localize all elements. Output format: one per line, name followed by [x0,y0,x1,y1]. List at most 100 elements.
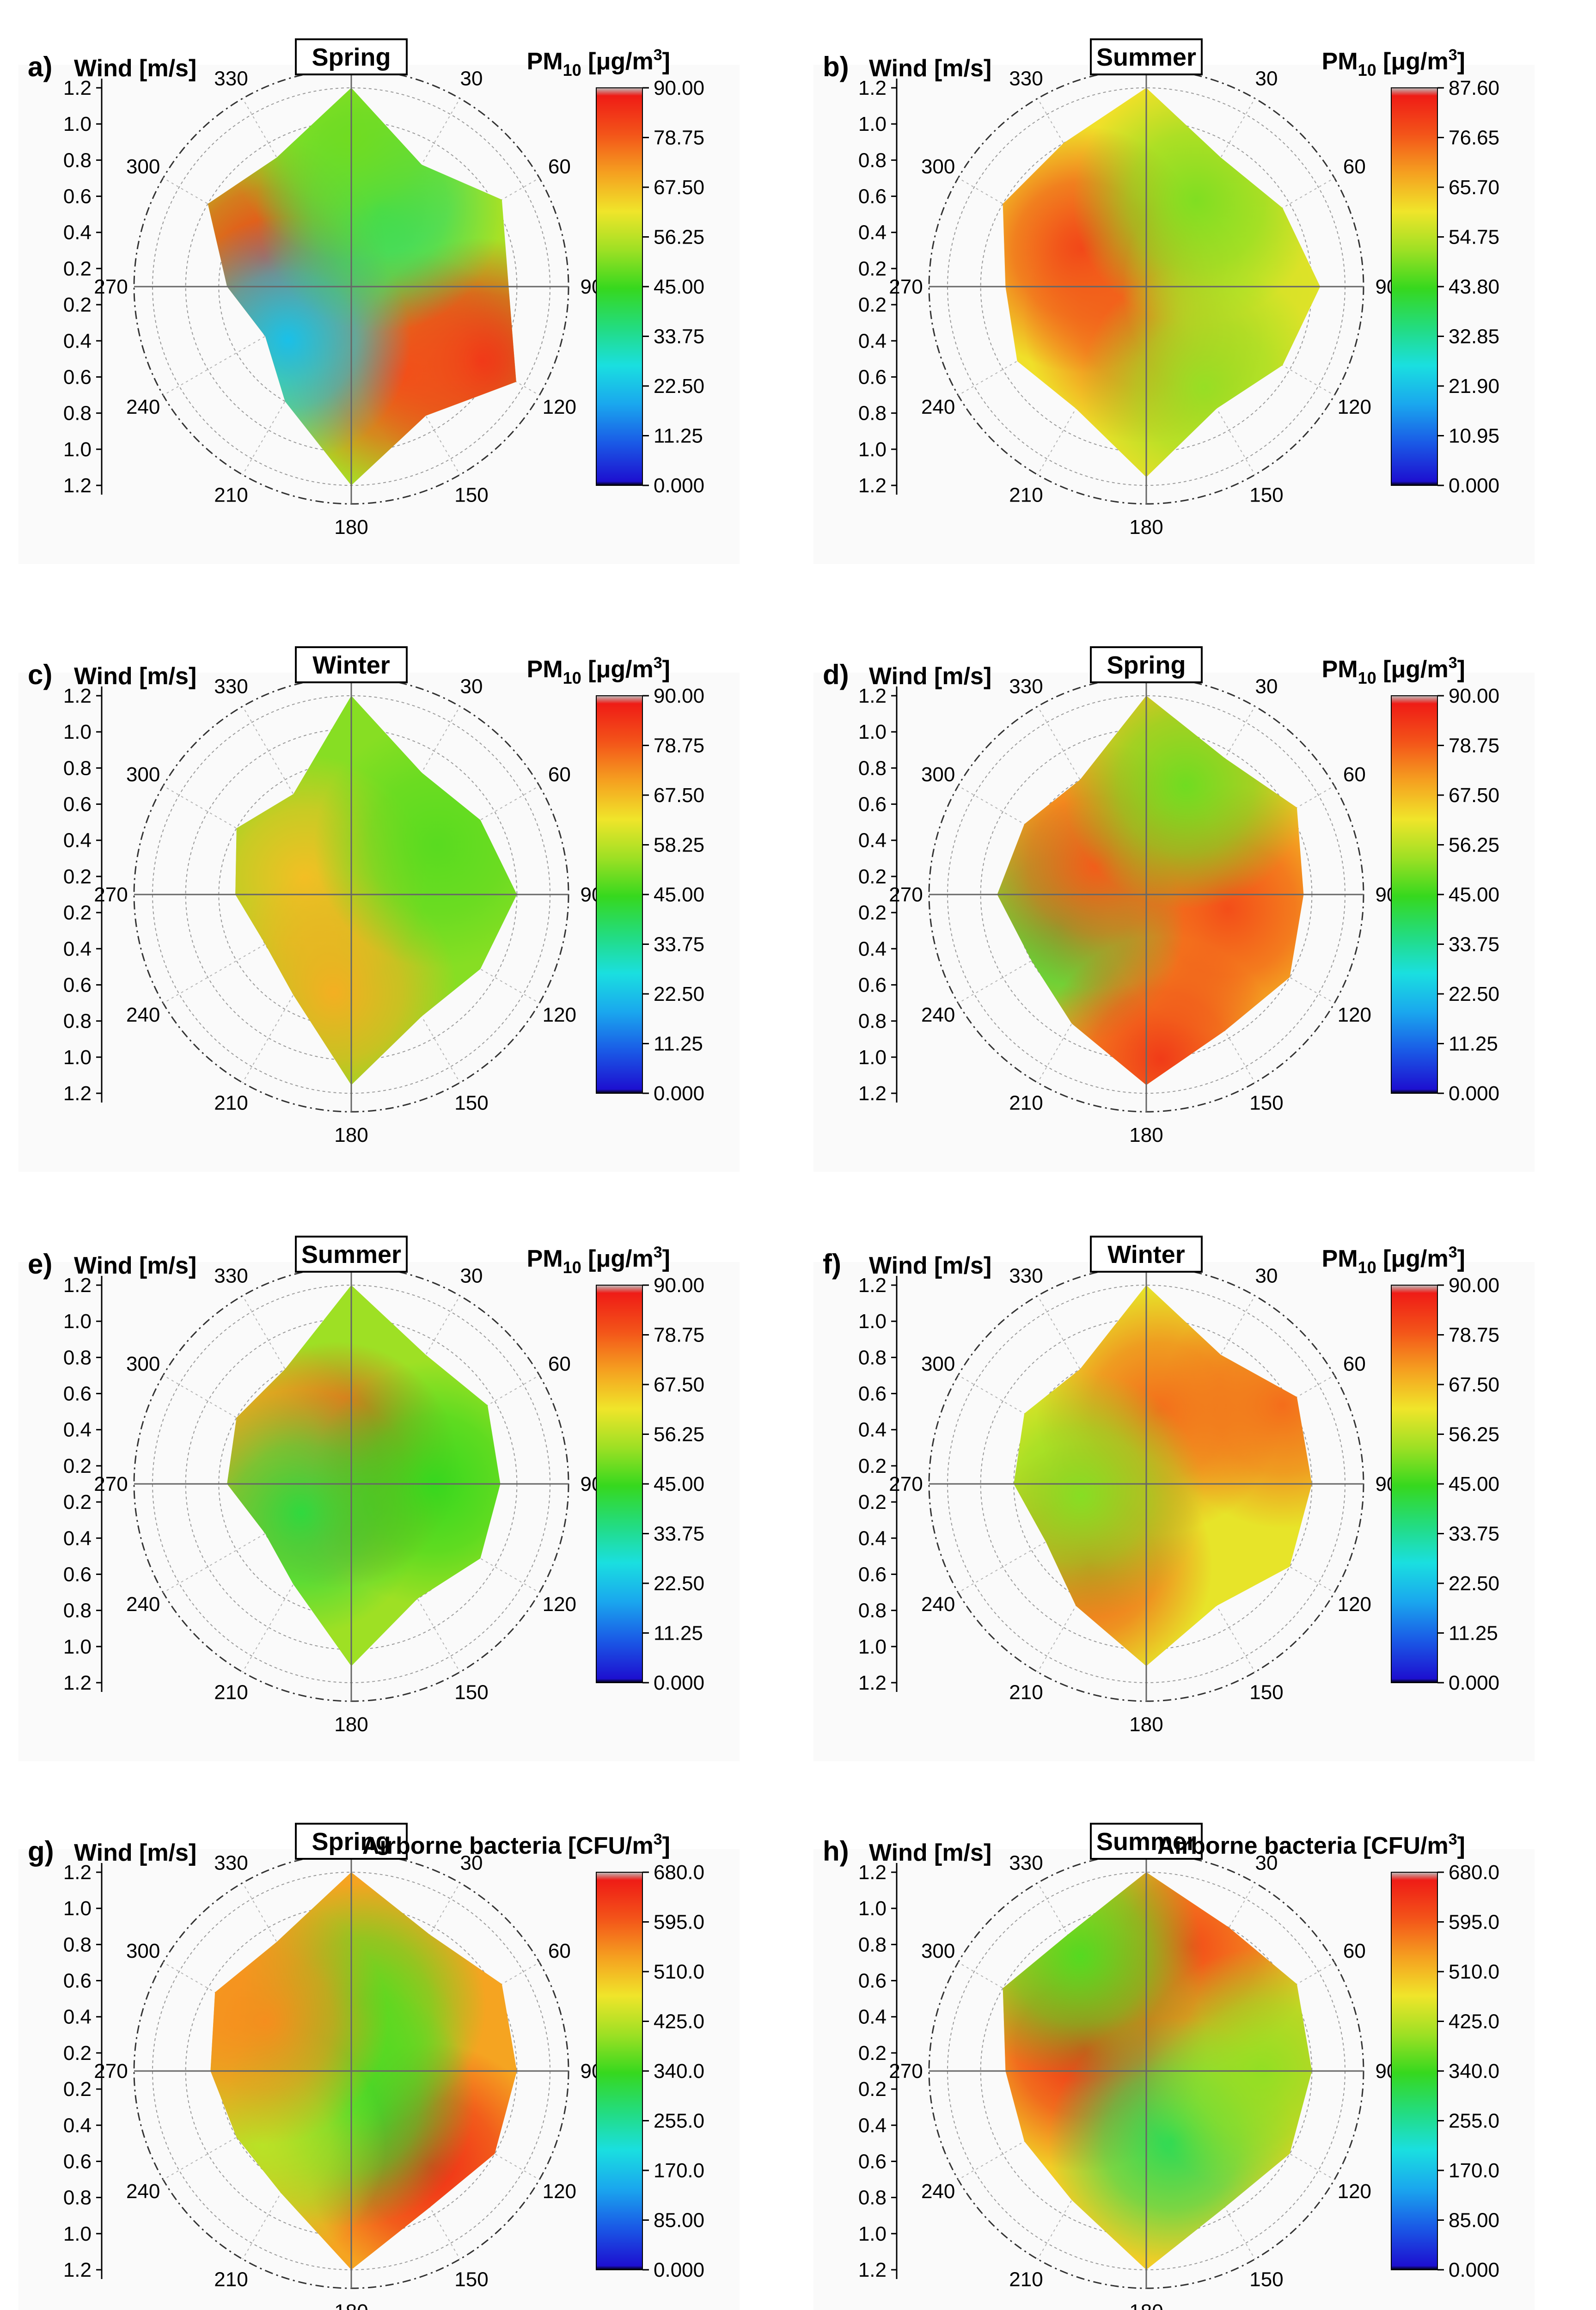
wind-tick-label: 1.0 [63,1897,92,1920]
direction-label: 330 [1009,67,1043,90]
wind-tick-label: 1.2 [63,1861,92,1884]
wind-tick-label: 0.8 [858,757,887,779]
wind-tick-label: 0.4 [858,2006,887,2028]
wind-tick-label: 0.6 [858,1383,887,1405]
direction-label: 120 [1338,396,1371,418]
colorbar [596,695,643,1094]
direction-label: 60 [548,763,571,786]
wind-tick-label: 1.0 [858,1636,887,1658]
direction-label: 270 [889,2060,923,2083]
variable-title: PM10 [μg/m3] [1322,46,1465,80]
wind-tick-label: 0.2 [63,1455,92,1477]
colorbar-tick-label: 0.000 [1449,1672,1499,1694]
colorbar-tick-label: 85.00 [1449,2209,1499,2232]
contour-hotspot [1037,936,1284,1085]
colorbar-tick-label: 340.0 [654,2060,704,2083]
direction-label: 120 [543,1593,576,1616]
colorbar-tick-label: 170.0 [654,2159,704,2182]
direction-label: 270 [94,2060,128,2083]
wind-tick-label: 0.8 [63,1010,92,1033]
wind-tick-label: 0.2 [858,2042,887,2065]
wind-tick-label: 0.4 [858,1527,887,1550]
direction-label: 300 [921,763,955,786]
colorbar-tick-label: 67.50 [1449,1373,1499,1396]
panel-label: g) [28,1836,54,1867]
direction-label: 180 [1129,1124,1163,1146]
colorbar [1391,1285,1438,1683]
variable-title: Airborne bacteria [CFU/m3] [1157,1831,1465,1859]
direction-label: 180 [334,1713,368,1736]
colorbar-tick-label: 0.000 [654,474,704,497]
colorbar-tick-label: 45.00 [1449,883,1499,906]
direction-label: 270 [889,883,923,906]
colorbar-tick-label: 33.75 [1449,933,1499,956]
variable-title: PM10 [μg/m3] [527,1244,670,1277]
direction-label: 240 [921,1004,955,1026]
wind-axis-title: Wind [m/s] [74,663,196,690]
wind-tick-label: 0.6 [63,974,92,996]
wind-tick-label: 0.2 [63,901,92,924]
season-title: Summer [1096,1828,1196,1856]
colorbar-tick-label: 33.75 [654,1523,704,1545]
colorbar [596,87,643,486]
direction-label: 330 [214,67,248,90]
direction-label: 210 [214,484,248,506]
direction-label: 60 [548,1940,571,1962]
colorbar-tick-label: 33.75 [654,325,704,348]
colorbar-tick-label: 33.75 [1449,1523,1499,1545]
direction-label: 330 [1009,1852,1043,1875]
panel-label: b) [823,51,849,82]
wind-axis-title: Wind [m/s] [869,663,991,690]
wind-tick-label: 0.2 [858,1491,887,1513]
direction-label: 210 [214,1091,248,1114]
direction-label: 150 [1249,1091,1283,1114]
direction-label: 120 [1338,2180,1371,2203]
colorbar-tick-label: 11.25 [1449,1622,1498,1645]
wind-tick-label: 0.6 [858,974,887,996]
wind-tick-label: 0.8 [858,1599,887,1622]
wind-tick-label: 1.2 [858,77,887,99]
wind-tick-label: 0.8 [63,1599,92,1622]
direction-label: 30 [1255,675,1278,698]
wind-tick-label: 1.2 [858,1672,887,1694]
wind-tick-label: 1.0 [63,721,92,743]
season-title-box [295,1236,408,1273]
wind-tick-label: 0.8 [858,1346,887,1369]
colorbar-tick-label: 22.50 [654,375,704,398]
direction-label: 30 [460,675,483,698]
colorbar-tick-label: 90.00 [1449,1274,1499,1297]
colorbar-tick-label: 340.0 [1449,2060,1499,2083]
season-title-box [1090,38,1203,75]
direction-label: 180 [334,2300,368,2310]
direction-label: 240 [126,1004,160,1026]
season-title-box [295,646,408,683]
season-title: Spring [312,43,391,71]
colorbar-tick-label: 67.50 [654,1373,704,1396]
colorbar-tick-label: 32.85 [1449,325,1499,348]
colorbar-tick-label: 0.000 [654,2259,704,2281]
colorbar-tick-label: 0.000 [1449,1082,1499,1105]
panel-label: c) [28,659,52,690]
colorbar-tick-label: 22.50 [1449,1572,1499,1595]
wind-tick-label: 1.2 [63,2259,92,2281]
direction-label: 240 [921,1593,955,1616]
wind-tick-label: 0.6 [63,1970,92,1992]
direction-label: 30 [460,1265,483,1287]
wind-tick-label: 1.2 [858,2259,887,2281]
direction-label: 300 [126,1940,160,1962]
direction-label: 270 [94,883,128,906]
colorbar-tick-label: 76.65 [1449,127,1499,149]
wind-axis-title: Wind [m/s] [869,1839,991,1866]
contour-hotspot [210,1898,389,2145]
colorbar [1391,1872,1438,2270]
direction-label: 60 [548,1353,571,1375]
wind-axis-title: Wind [m/s] [74,1252,196,1279]
direction-label: 120 [543,396,576,418]
direction-label: 150 [454,1091,488,1114]
panel-label: e) [28,1249,52,1280]
colorbar-tick-label: 78.75 [654,127,704,149]
